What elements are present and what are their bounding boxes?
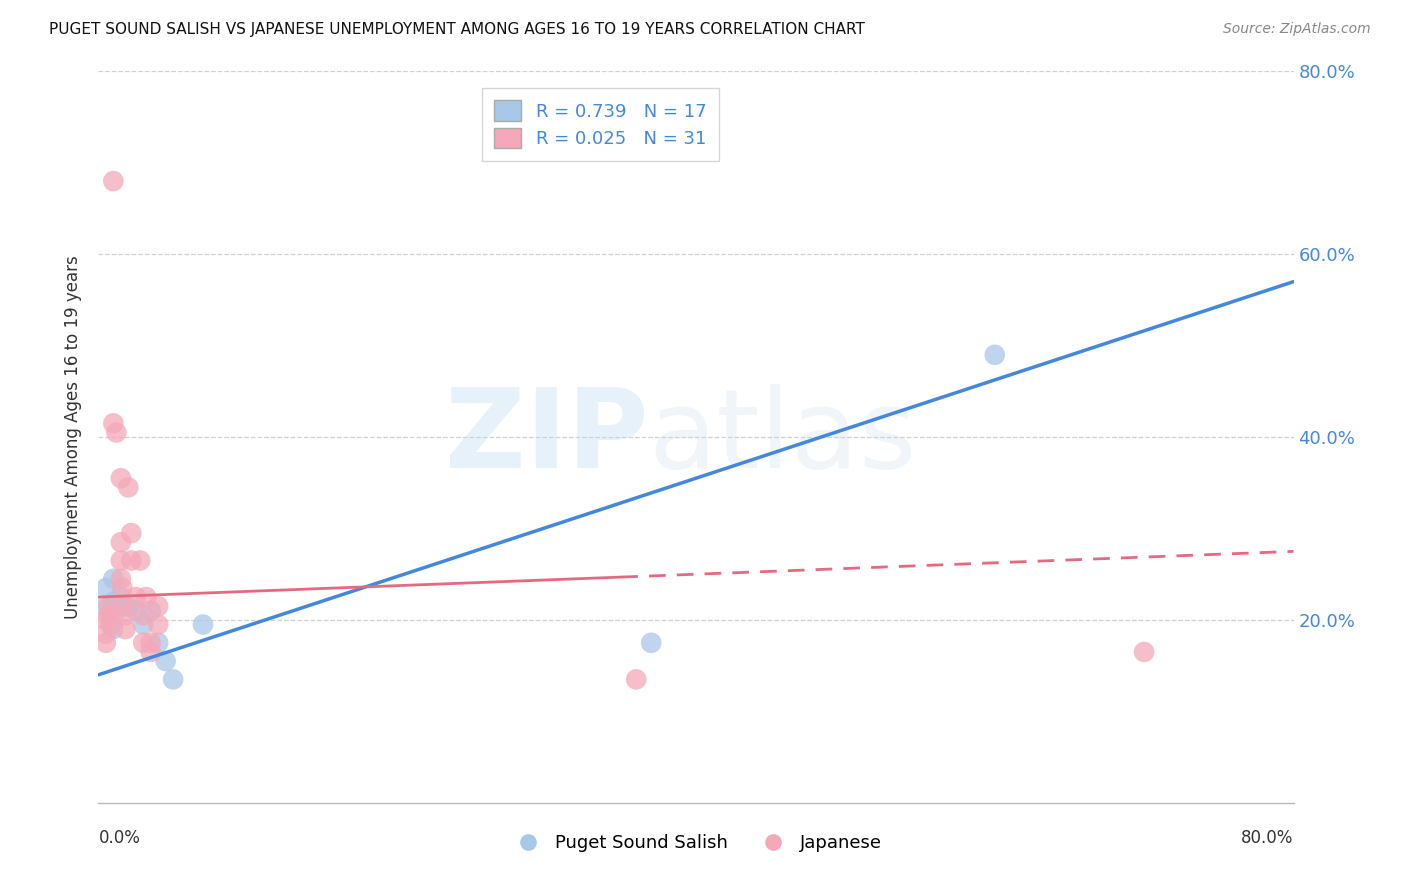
Point <box>626 673 648 687</box>
Point <box>640 636 662 650</box>
Point <box>111 581 134 595</box>
Text: atlas: atlas <box>648 384 917 491</box>
Point <box>120 553 142 567</box>
Point <box>148 617 170 632</box>
Text: 0.0%: 0.0% <box>98 829 141 847</box>
Point <box>110 471 132 485</box>
Point <box>110 553 132 567</box>
Point <box>114 608 136 623</box>
Text: ZIP: ZIP <box>444 384 648 491</box>
Point <box>94 636 117 650</box>
Point <box>112 599 135 614</box>
Point <box>94 626 117 640</box>
Point <box>103 572 125 586</box>
Point <box>148 599 170 614</box>
Point <box>1133 645 1156 659</box>
Point <box>117 599 139 614</box>
Point <box>103 594 125 608</box>
Point <box>105 425 128 440</box>
Point <box>132 608 155 623</box>
Point <box>110 572 132 586</box>
Point <box>117 480 139 494</box>
Y-axis label: Unemployment Among Ages 16 to 19 years: Unemployment Among Ages 16 to 19 years <box>65 255 83 619</box>
Legend: Puget Sound Salish, Japanese: Puget Sound Salish, Japanese <box>502 827 890 860</box>
Point <box>155 654 177 668</box>
Point <box>139 645 162 659</box>
Point <box>984 348 1007 362</box>
Point <box>103 622 125 636</box>
Text: Source: ZipAtlas.com: Source: ZipAtlas.com <box>1223 22 1371 37</box>
Point <box>125 590 148 604</box>
Point <box>125 604 148 618</box>
Point <box>98 617 122 632</box>
Point <box>139 636 162 650</box>
Point <box>97 608 120 623</box>
Point <box>110 535 132 549</box>
Point <box>103 174 125 188</box>
Point <box>94 599 117 614</box>
Text: 80.0%: 80.0% <box>1241 829 1294 847</box>
Point <box>132 617 155 632</box>
Point <box>132 636 155 650</box>
Point <box>94 613 117 627</box>
Text: PUGET SOUND SALISH VS JAPANESE UNEMPLOYMENT AMONG AGES 16 TO 19 YEARS CORRELATIO: PUGET SOUND SALISH VS JAPANESE UNEMPLOYM… <box>49 22 865 37</box>
Point <box>162 673 184 687</box>
Point <box>97 599 120 614</box>
Point <box>135 590 157 604</box>
Point <box>191 617 214 632</box>
Point <box>114 622 136 636</box>
Point <box>148 636 170 650</box>
Point <box>94 581 117 595</box>
Point <box>103 608 125 623</box>
Point <box>129 553 152 567</box>
Point <box>110 590 132 604</box>
Point <box>103 417 125 431</box>
Point <box>120 526 142 541</box>
Point <box>139 604 162 618</box>
